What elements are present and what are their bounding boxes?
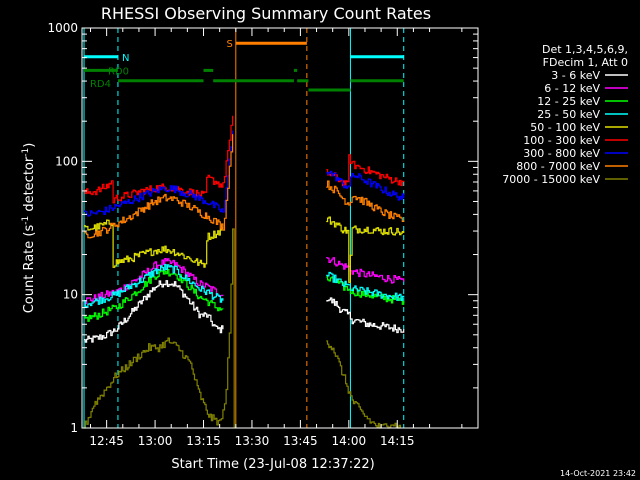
- state-bar-label: RD0: [108, 66, 129, 77]
- series-line: [326, 180, 405, 222]
- series-line: [84, 219, 224, 268]
- legend-label: 7000 - 15000 keV: [502, 173, 600, 186]
- x-axis-label: Start Time (23-Jul-08 12:37:22): [171, 457, 374, 472]
- x-tick-label: 12:45: [89, 434, 124, 448]
- series-line: [326, 340, 402, 429]
- series-line: [326, 297, 405, 334]
- legend-label: 12 - 25 keV: [537, 95, 600, 108]
- series-line: [84, 228, 235, 429]
- y-tick-label: 100: [55, 154, 78, 168]
- series-line: [326, 170, 405, 201]
- legend-label: 800 - 7000 keV: [516, 160, 600, 173]
- x-tick-label: 13:45: [283, 434, 318, 448]
- legend-label: 3 - 6 keV: [551, 69, 600, 82]
- series-line: [326, 257, 405, 284]
- legend: Det 1,3,4,5,6,9,FDecim 1, Att 03 - 6 keV…: [502, 43, 628, 186]
- y-tick-label: 1000: [47, 21, 78, 35]
- y-tick-label: 1: [70, 421, 78, 435]
- legend-header: FDecim 1, Att 0: [543, 56, 628, 69]
- y-tick-label: 10: [63, 288, 78, 302]
- series-line: [326, 216, 405, 283]
- state-bar-label: N: [122, 53, 129, 64]
- legend-label: 25 - 50 keV: [537, 108, 600, 121]
- x-tick-label: 13:30: [235, 434, 270, 448]
- series-line: [326, 276, 405, 305]
- series-line: [84, 258, 224, 305]
- series-line: [84, 280, 224, 343]
- footer-timestamp: 14-Oct-2021 23:42: [560, 469, 636, 478]
- x-tick-label: 14:15: [380, 434, 415, 448]
- series-line: [84, 264, 224, 308]
- chart-title: RHESSI Observing Summary Count Rates: [101, 4, 431, 23]
- state-bar-label: RD4: [90, 79, 111, 90]
- legend-header: Det 1,3,4,5,6,9,: [542, 43, 628, 56]
- legend-label: 6 - 12 keV: [544, 82, 600, 95]
- x-tick-label: 13:00: [138, 434, 173, 448]
- series-line: [84, 134, 234, 239]
- legend-label: 100 - 300 keV: [523, 134, 600, 147]
- axes-frame: [81, 27, 479, 429]
- y-axis-label: Count Rate (s-1 detector-1): [21, 143, 37, 314]
- legend-label: 300 - 800 keV: [523, 147, 600, 160]
- series-line: [326, 271, 405, 301]
- state-bar-label: S: [226, 39, 232, 50]
- legend-label: 50 - 100 keV: [530, 121, 600, 134]
- x-tick-label: 14:00: [332, 434, 367, 448]
- series-line: [84, 115, 234, 204]
- plot-area: N RD0 RD4 S 12:45 13:00 13:15 13:30 13:45 14:00 14…: [47, 21, 479, 448]
- series-line: [326, 154, 405, 187]
- series-line: [84, 130, 234, 217]
- x-tick-label: 13:15: [186, 434, 221, 448]
